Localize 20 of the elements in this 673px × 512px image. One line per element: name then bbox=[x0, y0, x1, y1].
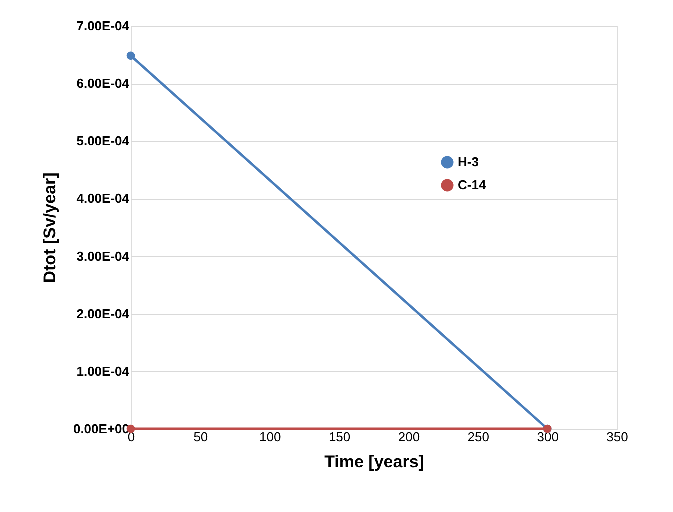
x-tick-label: 150 bbox=[328, 430, 351, 444]
y-tick-label: 7.00E-04 bbox=[76, 18, 130, 34]
y-tick-label: 0.00E+00 bbox=[73, 422, 130, 436]
y-tick-label: 3.00E-04 bbox=[76, 248, 130, 264]
x-tick-label: 200 bbox=[398, 430, 420, 444]
y-axis-title: Dtot [Sv/year] bbox=[40, 172, 60, 284]
x-tick-label: 50 bbox=[194, 430, 208, 444]
y-tick-label: 6.00E-04 bbox=[76, 76, 130, 92]
x-tick-label: 350 bbox=[606, 430, 628, 444]
x-tick-label: 100 bbox=[260, 430, 282, 444]
y-tick-label: 4.00E-04 bbox=[76, 191, 130, 206]
y-tick-label: 2.00E-04 bbox=[76, 306, 130, 322]
legend-label: H-3 bbox=[458, 154, 479, 170]
y-tick-label: 1.00E-04 bbox=[76, 364, 130, 379]
x-tick-label: 250 bbox=[468, 430, 490, 444]
x-tick-label: 0 bbox=[128, 430, 136, 444]
y-tick-label: 5.00E-04 bbox=[76, 134, 130, 149]
x-axis-title: Time [years] bbox=[324, 452, 424, 472]
legend-label: C-14 bbox=[458, 178, 487, 192]
x-tick-label: 300 bbox=[537, 430, 559, 444]
